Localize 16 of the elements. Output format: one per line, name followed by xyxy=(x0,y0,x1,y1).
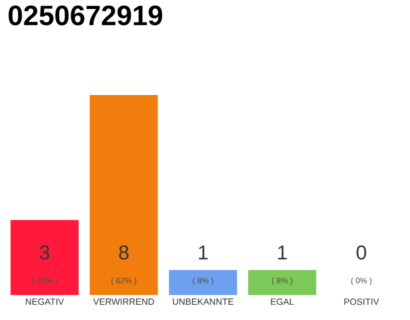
data-label: 1 xyxy=(198,246,208,260)
x-tick-label: UNBEKANNTE xyxy=(172,298,234,305)
data-label: 3 xyxy=(40,245,50,260)
x-tick-label: VERWIRREND xyxy=(93,298,154,305)
x-tick-label: EGAL xyxy=(270,298,294,305)
data-label: 1 xyxy=(278,246,287,260)
annotation: ( 8% ) xyxy=(192,278,214,285)
x-tick-label: NEGATIV xyxy=(26,298,64,305)
data-label: 8 xyxy=(119,245,128,260)
x-tick-label: POSITIV xyxy=(344,298,380,305)
annotation: ( 8% ) xyxy=(272,278,292,285)
annotation: ( 23% ) xyxy=(32,278,57,285)
annotation: ( 0% ) xyxy=(351,278,372,285)
annotation: ( 62% ) xyxy=(111,278,136,285)
chart-title: 0250672919 xyxy=(8,6,162,26)
data-label: 0 xyxy=(356,245,366,260)
